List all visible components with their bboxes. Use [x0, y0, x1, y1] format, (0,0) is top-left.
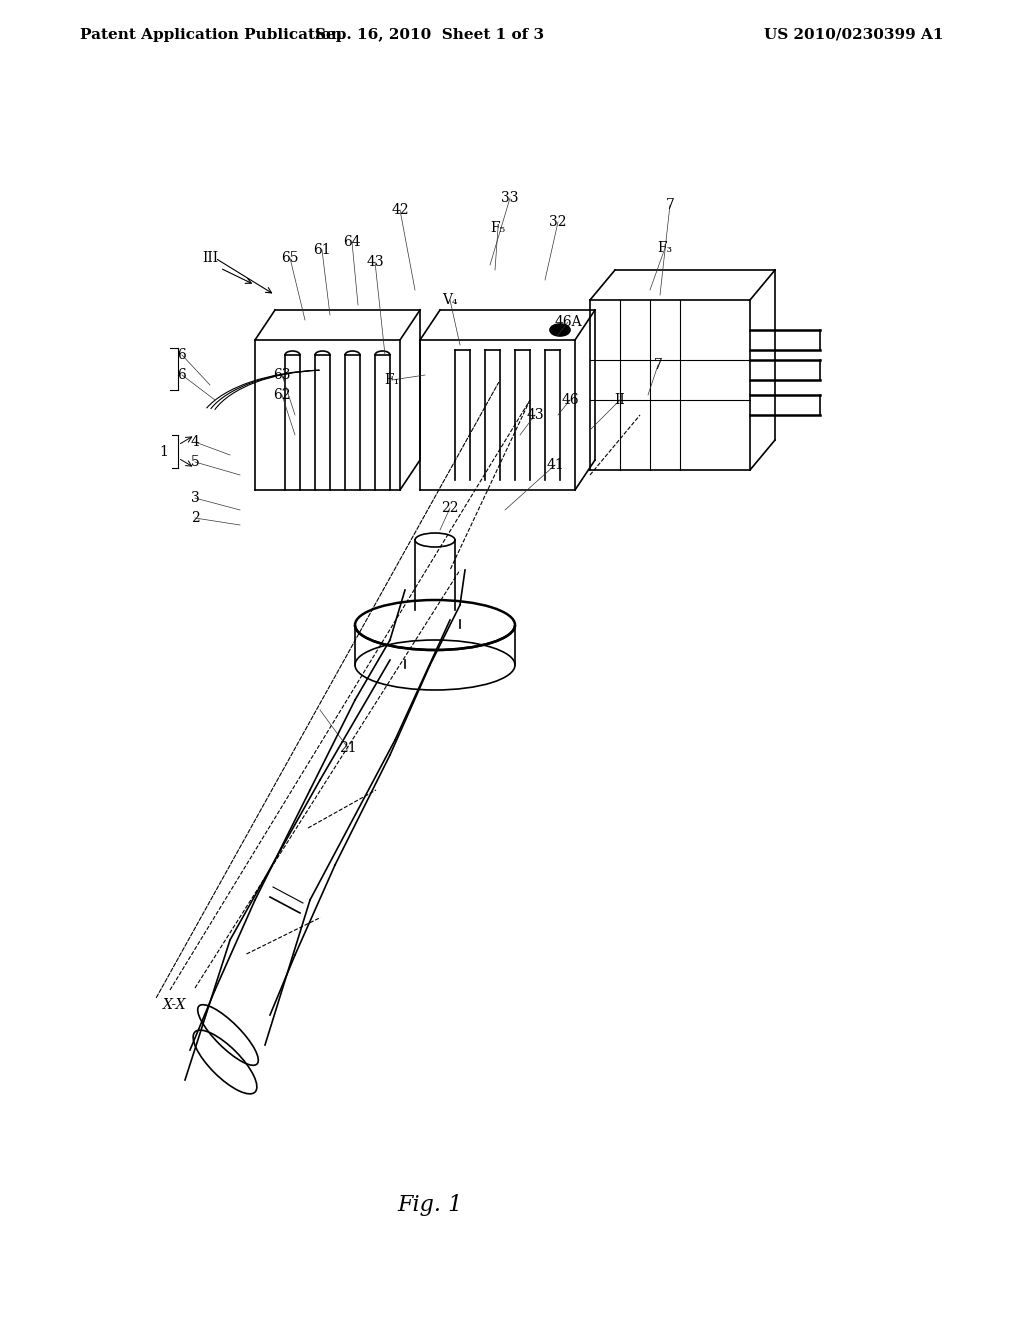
- Text: F₅: F₅: [490, 220, 506, 235]
- Text: 64: 64: [343, 235, 360, 249]
- Text: 43: 43: [367, 255, 384, 269]
- Text: F₁: F₁: [384, 374, 399, 387]
- Text: Patent Application Publication: Patent Application Publication: [80, 28, 342, 42]
- Text: 2: 2: [190, 511, 200, 525]
- Text: 22: 22: [441, 502, 459, 515]
- Text: II: II: [614, 393, 626, 407]
- Text: X-X: X-X: [163, 998, 186, 1012]
- Text: 7: 7: [666, 198, 675, 213]
- Text: 61: 61: [313, 243, 331, 257]
- Text: 63: 63: [273, 368, 291, 381]
- Ellipse shape: [550, 323, 570, 337]
- Text: 6: 6: [177, 368, 186, 381]
- Text: 42: 42: [391, 203, 409, 216]
- Text: 41: 41: [546, 458, 564, 473]
- Text: 3: 3: [190, 491, 200, 506]
- Text: 4: 4: [190, 436, 200, 449]
- Text: 6: 6: [177, 348, 186, 362]
- Text: 33: 33: [502, 191, 519, 205]
- Text: 7: 7: [653, 358, 663, 372]
- Text: 21: 21: [339, 741, 356, 755]
- Text: US 2010/0230399 A1: US 2010/0230399 A1: [765, 28, 944, 42]
- Text: 32: 32: [549, 215, 566, 228]
- Text: 1: 1: [159, 445, 168, 459]
- Text: 46A: 46A: [554, 315, 582, 329]
- Text: 46: 46: [561, 393, 579, 407]
- Text: 43: 43: [526, 408, 544, 422]
- Text: 62: 62: [273, 388, 291, 403]
- Text: V₄: V₄: [442, 293, 458, 308]
- Text: F₃: F₃: [657, 242, 673, 255]
- Text: 5: 5: [190, 455, 200, 469]
- Text: Fig. 1: Fig. 1: [397, 1195, 463, 1216]
- Text: III: III: [202, 251, 218, 265]
- Text: 65: 65: [282, 251, 299, 265]
- Text: Sep. 16, 2010  Sheet 1 of 3: Sep. 16, 2010 Sheet 1 of 3: [315, 28, 545, 42]
